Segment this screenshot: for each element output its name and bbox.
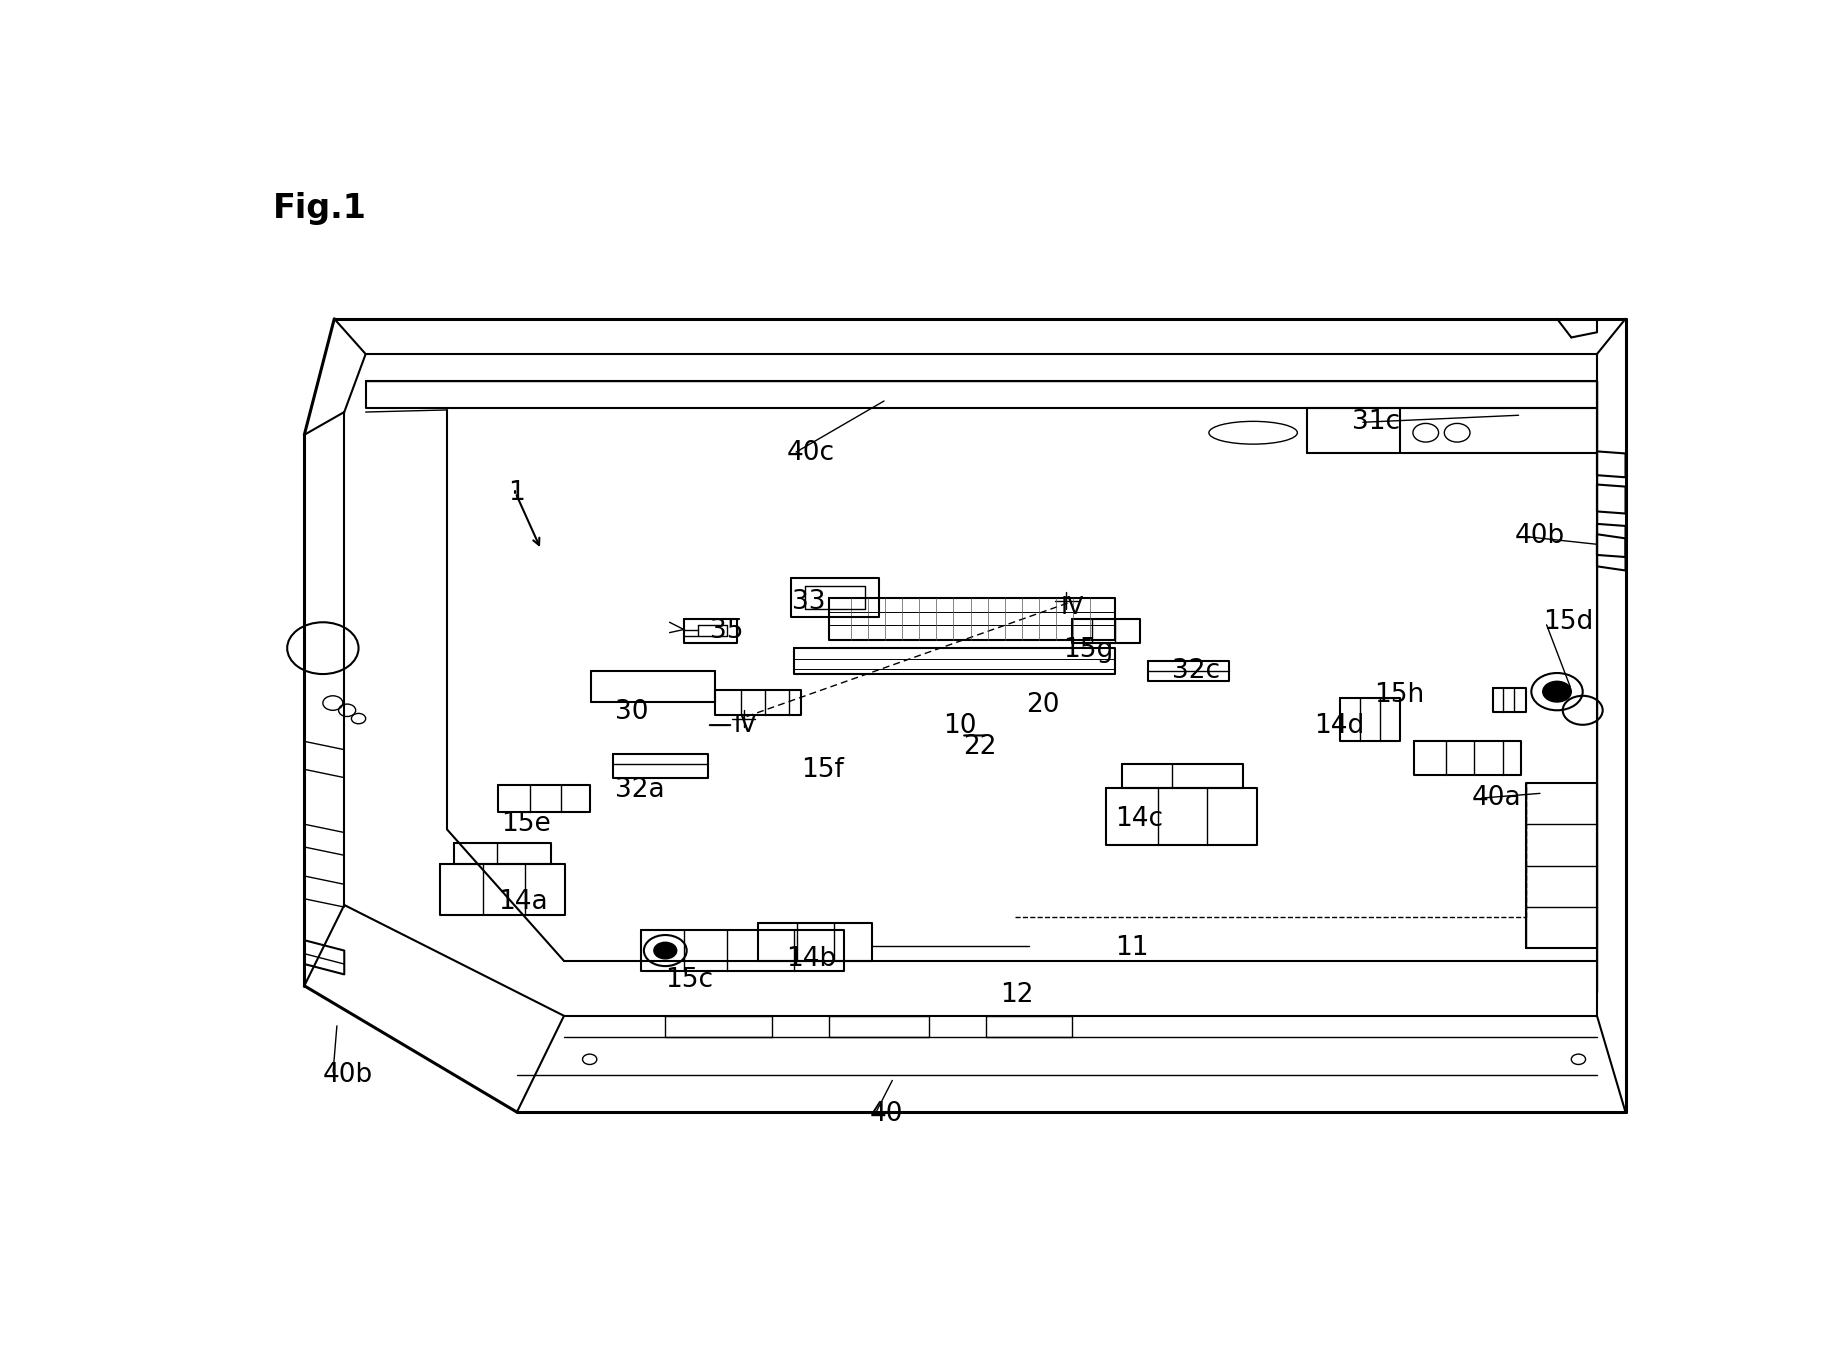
Text: 32a: 32a (615, 777, 665, 803)
Text: IV: IV (735, 713, 757, 737)
Text: 15h: 15h (1375, 682, 1425, 707)
Circle shape (1543, 682, 1572, 702)
Text: 15c: 15c (665, 967, 714, 993)
Text: 22: 22 (963, 733, 998, 760)
Text: 1: 1 (508, 480, 525, 506)
Text: 31c: 31c (1351, 409, 1399, 436)
Text: 14c: 14c (1114, 806, 1164, 833)
Text: 10: 10 (943, 713, 978, 738)
Text: 14a: 14a (499, 889, 549, 915)
Text: 40a: 40a (1471, 785, 1521, 811)
Text: 40: 40 (869, 1102, 902, 1127)
Text: IV: IV (1060, 594, 1084, 619)
Text: 35: 35 (709, 617, 744, 643)
Text: 32c: 32c (1173, 658, 1221, 685)
Text: Fig.1: Fig.1 (272, 191, 366, 225)
Text: 40c: 40c (786, 440, 834, 467)
Text: 14d: 14d (1314, 713, 1364, 738)
Text: 15e: 15e (501, 811, 550, 837)
Circle shape (654, 943, 677, 959)
Text: 20: 20 (1025, 693, 1060, 718)
Text: 40b: 40b (1513, 523, 1565, 549)
Text: 11: 11 (1114, 936, 1149, 962)
Text: 15g: 15g (1064, 638, 1114, 663)
Text: 15f: 15f (801, 757, 843, 783)
Text: 30: 30 (615, 699, 648, 725)
Text: 15d: 15d (1543, 609, 1592, 635)
Text: 12: 12 (1002, 982, 1035, 1009)
Text: 33: 33 (792, 589, 827, 615)
Text: 14b: 14b (786, 946, 838, 972)
Text: 40b: 40b (322, 1061, 374, 1088)
